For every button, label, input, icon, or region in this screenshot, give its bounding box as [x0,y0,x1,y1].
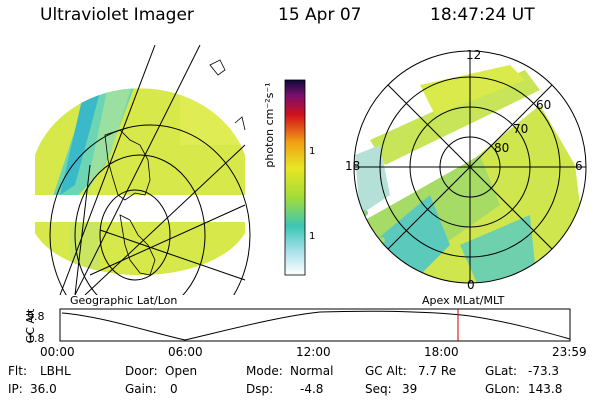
mlt-label-18: 18 [345,159,360,173]
colorbar-tick-10: 10 [309,231,315,242]
status-gcalt-value: 7.7 Re [418,364,457,378]
status-seq-value: 39 [402,382,418,396]
altitude-plot: GC Alt 9.8 1.8 00:00 06:00 12:00 18:00 2… [24,308,587,359]
right-panel-caption: Apex MLat/MLT [422,294,505,307]
app-title: Ultraviolet Imager [40,5,194,25]
status-gcalt-label: GC Alt: [365,364,407,378]
geographic-map [35,45,251,295]
date-label: 15 Apr 07 [278,5,362,25]
mlat-label-60: 60 [536,98,551,112]
status-ip-value: 36.0 [30,382,57,396]
altitude-xtick-0: 00:00 [40,345,75,359]
colorbar-scale [284,79,306,276]
altitude-xtick-3: 18:00 [424,345,459,359]
status-glat-value: -73.3 [528,364,560,378]
altitude-ylabel: GC Alt [24,308,37,343]
colorbar: photon cm⁻²s⁻¹ 100 10 [265,79,315,276]
left-panel-caption: Geographic Lat/Lon [70,294,178,307]
mlt-label-6: 6 [575,159,583,173]
polar-grid [353,50,587,284]
status-mode-label: Mode: [246,364,283,378]
status-ip-label: IP: [8,382,23,396]
mlat-label-70: 70 [513,122,528,136]
colorbar-unit-label: photon cm⁻²s⁻¹ [265,82,276,167]
status-door-label: Door: [125,364,158,378]
altitude-xtick-2: 12:00 [296,345,331,359]
colorbar-tick-100: 100 [309,146,315,157]
status-glon-label: GLon: [485,382,520,396]
status-glat-label: GLat: [485,364,518,378]
status-dsp-value: -4.8 [300,382,324,396]
mlat-mlt-plot: 12 18 6 0 60 70 80 [345,48,587,292]
altitude-ytick-min: 1.8 [27,332,45,345]
altitude-ytick-max: 9.8 [27,310,45,323]
mlt-label-0: 0 [467,278,475,292]
status-seq-label: Seq: [365,382,392,396]
status-gain-label: Gain: [125,382,157,396]
status-flt-value: LBHL [40,364,71,378]
status-door-value: Open [165,364,198,378]
altitude-frame [59,308,571,342]
time-label: 18:47:24 UT [430,5,535,25]
status-flt-label: Flt: [8,364,27,378]
status-mode-value: Normal [290,364,334,378]
mlt-label-12: 12 [466,48,481,62]
altitude-curve [61,310,571,341]
coastline [104,59,246,276]
status-dsp-label: Dsp: [246,382,274,396]
status-glon-value: 143.8 [528,382,563,396]
status-gain-value: 0 [170,382,178,396]
mlat-label-80: 80 [494,141,509,155]
altitude-xtick-4: 23:59 [552,345,587,359]
altitude-xtick-1: 06:00 [168,345,203,359]
